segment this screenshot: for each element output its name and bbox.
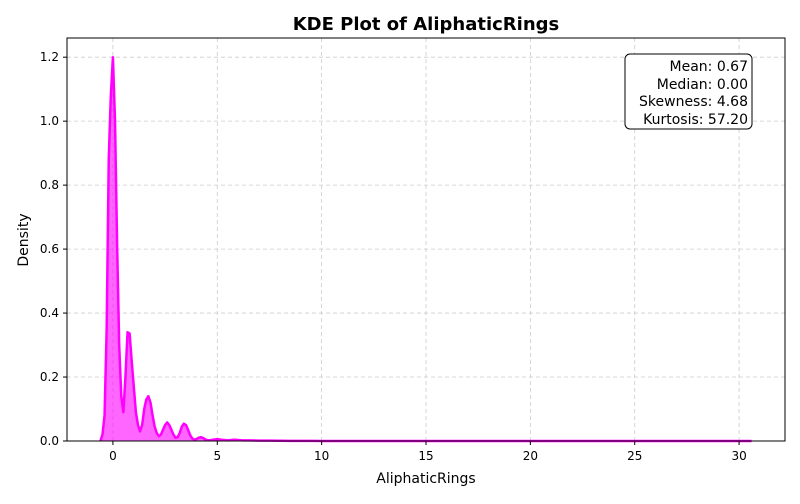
y-tick-label: 0.0 (40, 434, 59, 448)
chart-title: KDE Plot of AliphaticRings (293, 14, 560, 35)
x-tick-label: 30 (731, 449, 746, 463)
x-tick-label: 10 (314, 449, 329, 463)
stats-median: Median: 0.00 (657, 77, 748, 93)
x-axis-label: AliphaticRings (376, 471, 475, 487)
x-tick-label: 5 (213, 449, 221, 463)
x-tick-label: 25 (627, 449, 642, 463)
stats-skewness: Skewness: 4.68 (639, 94, 748, 110)
x-tick-label: 15 (418, 449, 433, 463)
y-tick-label: 1.0 (40, 114, 59, 128)
y-axis-label: Density (16, 213, 32, 266)
x-tick-label: 20 (523, 449, 538, 463)
y-tick-label: 1.2 (40, 50, 59, 64)
x-tick-label: 0 (109, 449, 117, 463)
stats-annotation: Mean: 0.67 Median: 0.00 Skewness: 4.68 K… (624, 53, 753, 130)
stats-kurtosis: Kurtosis: 57.20 (643, 112, 748, 128)
y-tick-label: 0.4 (40, 306, 59, 320)
y-tick-label: 0.8 (40, 178, 59, 192)
stats-box (624, 53, 753, 130)
axis-ticks: 0 5 10 15 20 25 30 0.0 0.2 0.4 0.6 0.8 1.0 1.2 (40, 50, 747, 463)
y-tick-label: 0.2 (40, 370, 59, 384)
stats-mean: Mean: 0.67 (670, 59, 748, 75)
y-tick-label: 0.6 (40, 242, 59, 256)
